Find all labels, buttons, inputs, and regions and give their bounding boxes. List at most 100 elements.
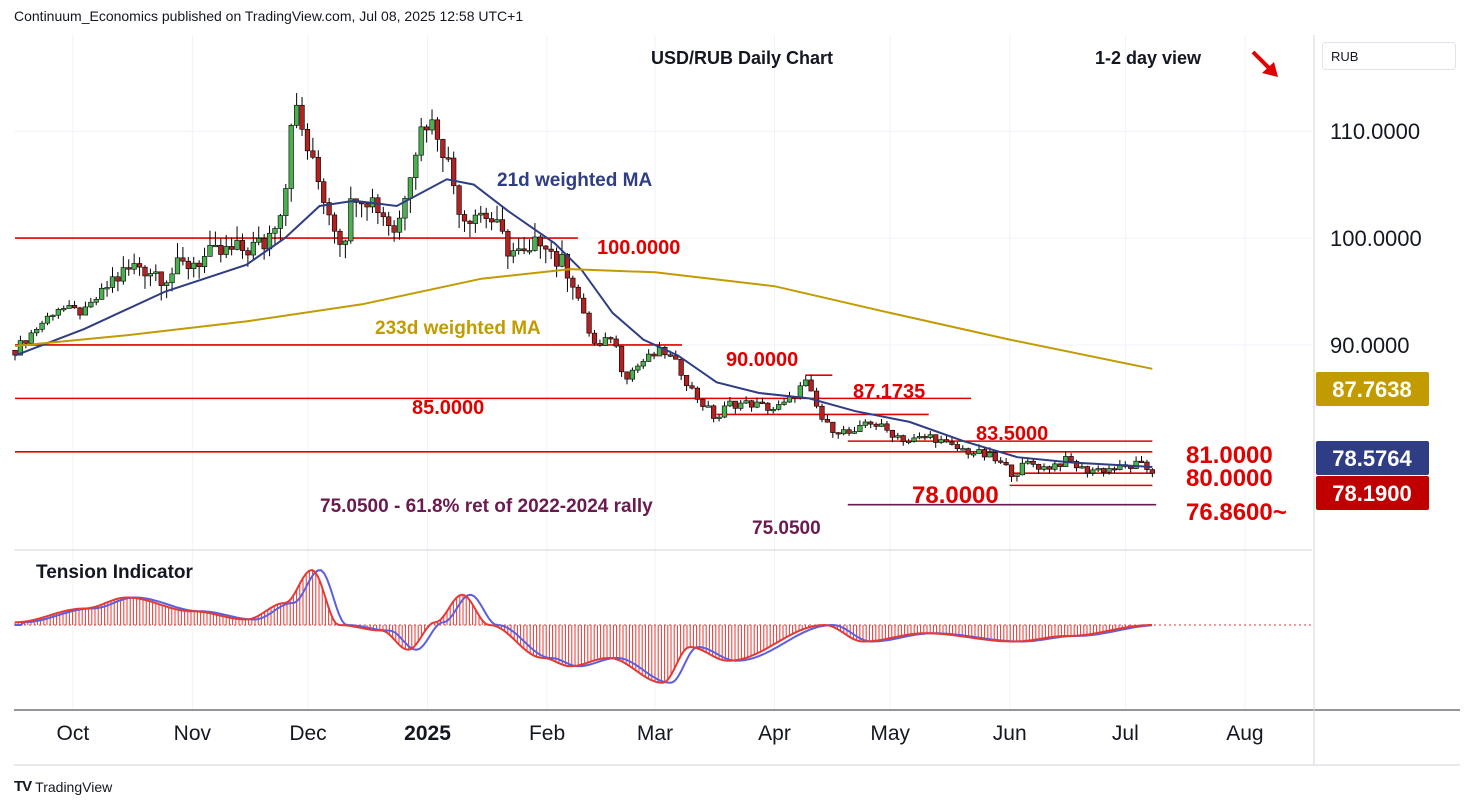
tension-indicator-label: Tension Indicator: [36, 562, 194, 583]
candle-body: [711, 405, 717, 419]
candle-body: [277, 215, 283, 229]
candle-body: [1073, 461, 1080, 469]
moving-averages: [14, 178, 1153, 468]
candle-body: [526, 250, 533, 253]
y-tick-label: 90.0000: [1330, 333, 1410, 358]
candle-body: [402, 198, 408, 219]
candle-body: [304, 129, 311, 152]
level-81-label: 81.0000: [1186, 442, 1273, 469]
candle-body: [321, 181, 327, 203]
candle-body: [1046, 466, 1053, 470]
candle-body: [456, 185, 462, 215]
candle-body: [998, 460, 1004, 463]
x-tick-label: May: [870, 722, 910, 745]
candle-body: [510, 250, 516, 257]
candle-body: [1003, 462, 1009, 466]
candle-body: [142, 266, 148, 277]
candle-body: [82, 306, 89, 316]
ma233-line: [14, 268, 1153, 370]
candle-body: [418, 126, 424, 156]
candle-body: [862, 421, 868, 426]
candle-body: [683, 375, 690, 387]
candle-body: [716, 416, 722, 419]
candle-body: [873, 423, 879, 427]
candle-body: [608, 337, 614, 340]
candle-body: [310, 150, 316, 158]
candle-body: [478, 212, 484, 216]
candle-body: [120, 267, 126, 282]
candle-body: [895, 435, 901, 438]
candle-body: [1052, 463, 1058, 470]
candle-body: [765, 402, 771, 411]
candle-body: [575, 286, 581, 299]
candle-body: [700, 399, 706, 407]
candle-body: [954, 444, 960, 449]
candle-body: [553, 251, 560, 267]
candle-body: [104, 287, 110, 290]
annotations: USD/RUB Daily Chart 1-2 day view 21d weigh…: [36, 48, 1287, 583]
candle-body: [315, 156, 321, 182]
candle-body: [375, 197, 381, 214]
candle-body: [288, 125, 294, 189]
candle-body: [906, 440, 912, 443]
candle-body: [678, 358, 684, 376]
candle-body: [721, 405, 728, 418]
candle-body: [331, 214, 338, 232]
x-tick-label: Oct: [56, 722, 89, 745]
candle-body: [440, 139, 446, 158]
fib-annotation: 75.0500 - 61.8% ret of 2022-2024 rally: [320, 496, 653, 517]
candle-body: [505, 230, 511, 257]
candle-body: [830, 421, 836, 433]
candle-body: [239, 240, 246, 251]
candle-body: [803, 379, 809, 387]
candle-body: [229, 246, 235, 250]
tradingview-logo[interactable]: TV TradingView: [14, 778, 112, 795]
candle-body: [938, 439, 944, 443]
candle-body: [174, 257, 181, 275]
candle-body: [884, 423, 890, 431]
price-tag-last-box: [1316, 476, 1429, 510]
candle-body: [976, 449, 982, 454]
level-76-86-label: 76.8600~: [1186, 499, 1287, 526]
ma233-label: 233d weighted MA: [375, 318, 541, 339]
price-tag-ma21-box: [1316, 441, 1429, 475]
candle-body: [559, 253, 565, 267]
level-90-label: 90.0000: [726, 349, 798, 371]
candle-body: [364, 203, 370, 208]
candle-body: [922, 436, 928, 439]
candle-body: [77, 307, 83, 316]
ma21-label: 21d weighted MA: [497, 170, 652, 191]
candle-body: [261, 238, 267, 250]
candle-body: [889, 429, 895, 438]
currency-scale-button[interactable]: RUB: [1322, 42, 1456, 70]
candle-body: [776, 404, 782, 410]
candle-body: [521, 248, 527, 252]
candle-body: [743, 400, 749, 404]
candle-body: [748, 400, 755, 408]
support-resistance-levels: [15, 237, 1157, 506]
candle-body: [1019, 462, 1025, 476]
candle-body: [494, 219, 500, 223]
tradingview-brand: TradingView: [35, 778, 113, 795]
price-tag-ma233-value: 87.7638: [1332, 377, 1412, 402]
x-tick-label: Jul: [1112, 722, 1139, 745]
level-83-5-label: 83.5000: [976, 423, 1048, 445]
candle-body: [1068, 456, 1074, 462]
candle-body: [613, 338, 619, 347]
y-tick-label: 100.0000: [1330, 226, 1422, 251]
candle-body: [916, 436, 923, 439]
candle-body: [256, 238, 262, 243]
candle-body: [61, 308, 67, 311]
candle-body: [981, 449, 988, 458]
price-tag-last-value: 78.1900: [1332, 481, 1412, 506]
chart-title: USD/RUB Daily Chart: [651, 48, 833, 68]
candle-body: [489, 218, 495, 223]
candle-body: [39, 322, 45, 330]
candle-body: [218, 244, 224, 255]
candle-body: [694, 387, 701, 400]
candle-body: [651, 353, 657, 357]
candle-body: [1149, 469, 1155, 474]
candle-body: [337, 230, 343, 245]
candle-body: [591, 332, 598, 344]
